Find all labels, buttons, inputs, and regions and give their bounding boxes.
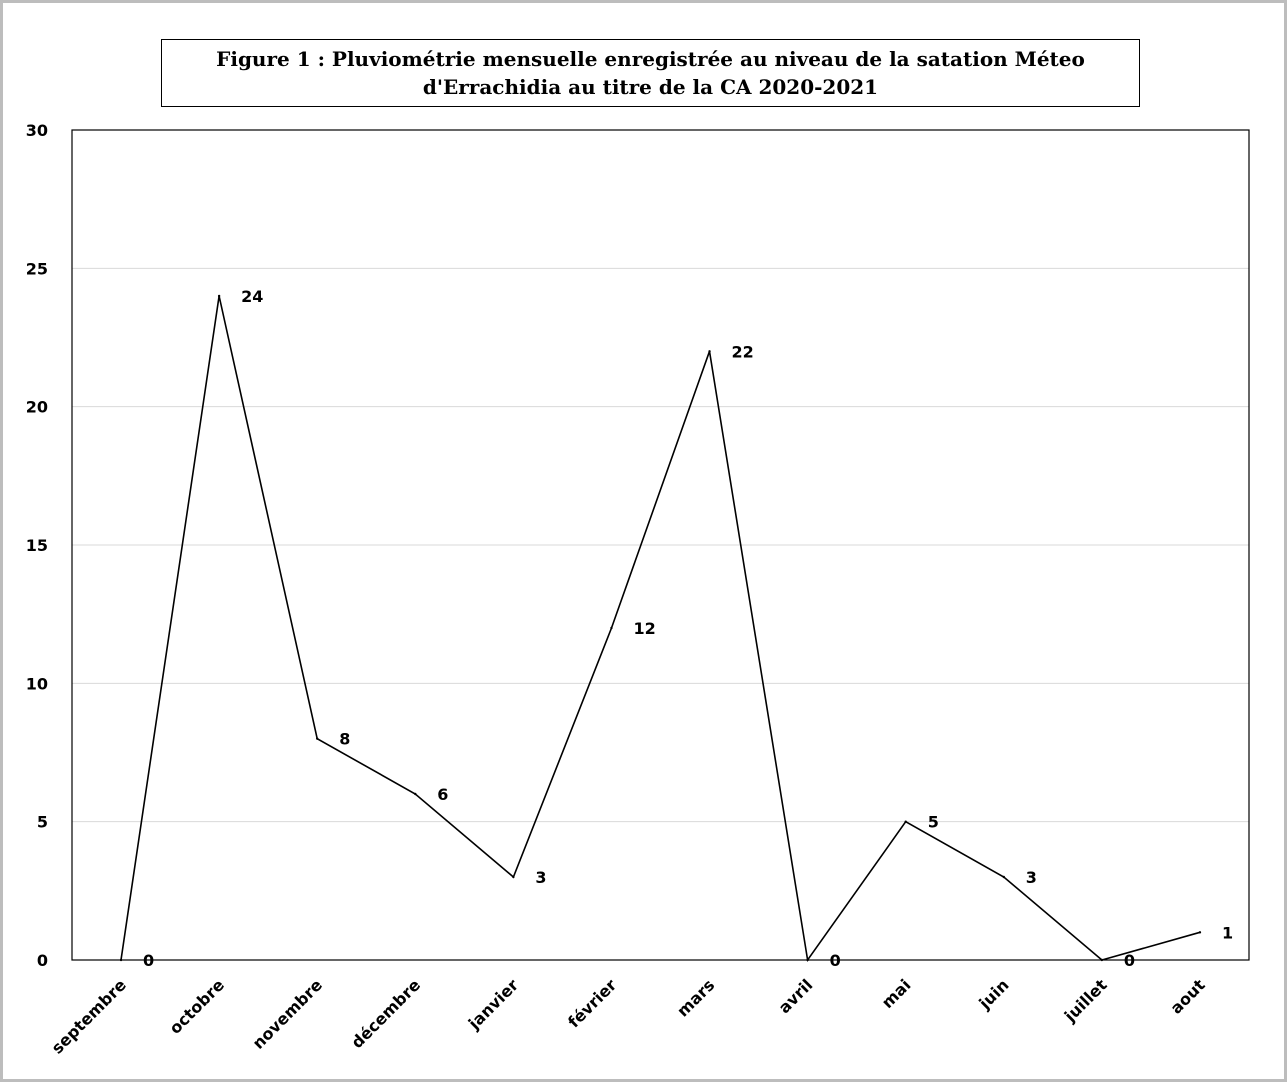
x-tick-label: novembre [249, 975, 327, 1053]
chart-title-line-1: Figure 1 : Pluviométrie mensuelle enregi… [216, 47, 1085, 71]
chart-title-line-2: d'Errachidia au titre de la CA 2020-2021 [422, 75, 879, 99]
data-label: 6 [437, 785, 448, 804]
x-tick-label: avril [775, 975, 817, 1017]
data-labels: 0 24 8 6 3 12 22 0 5 3 0 1 [143, 287, 1233, 970]
x-tick-label: janvier [464, 975, 522, 1033]
y-tick-label: 15 [26, 536, 48, 555]
data-point [414, 792, 417, 796]
data-point [708, 350, 711, 353]
x-tick-label: juin [975, 975, 1013, 1013]
data-point [217, 294, 221, 298]
x-tick-label: juillet [1060, 975, 1111, 1026]
data-point [1100, 958, 1104, 962]
y-tick-label: 0 [37, 951, 48, 970]
data-label: 12 [633, 619, 655, 638]
y-tick-label: 30 [26, 121, 48, 140]
data-point [904, 820, 907, 823]
data-point [119, 958, 123, 962]
data-label: 5 [928, 813, 939, 832]
data-point [1002, 875, 1005, 879]
x-tick-label: décembre [347, 975, 424, 1052]
data-label: 3 [535, 868, 546, 887]
data-point [610, 626, 613, 630]
data-label: 8 [339, 730, 350, 749]
plot-area [71, 129, 1250, 961]
data-point [316, 737, 319, 740]
data-label: 24 [241, 287, 263, 306]
x-tick-label: mai [878, 975, 915, 1012]
data-label: 0 [1124, 951, 1135, 970]
series-layer [119, 294, 1202, 963]
x-tick-label: septembre [48, 975, 130, 1057]
x-tick-label: mars [673, 975, 718, 1020]
x-tick-label: février [564, 975, 620, 1031]
series-line [120, 295, 1201, 963]
y-axis-ticks: 0 5 10 15 20 25 30 [26, 121, 48, 970]
data-label: 3 [1026, 868, 1037, 887]
x-tick-label: octobre [166, 975, 229, 1038]
data-label: 0 [143, 951, 154, 970]
gridlines [72, 267, 1249, 823]
data-label: 1 [1222, 923, 1233, 942]
chart-title: Figure 1 : Pluviométrie mensuelle enregi… [161, 39, 1140, 107]
data-label: 0 [830, 951, 841, 970]
y-tick-label: 10 [26, 674, 48, 693]
data-point [512, 875, 515, 879]
data-label: 22 [732, 342, 754, 361]
x-tick-label: aout [1166, 975, 1209, 1018]
y-tick-label: 5 [37, 813, 48, 832]
data-point [806, 958, 809, 962]
x-axis-ticks: septembre octobre novembre décembre janvier f… [48, 975, 1209, 1057]
data-point [1198, 931, 1202, 934]
y-tick-label: 25 [26, 259, 48, 278]
y-tick-label: 20 [26, 398, 48, 417]
